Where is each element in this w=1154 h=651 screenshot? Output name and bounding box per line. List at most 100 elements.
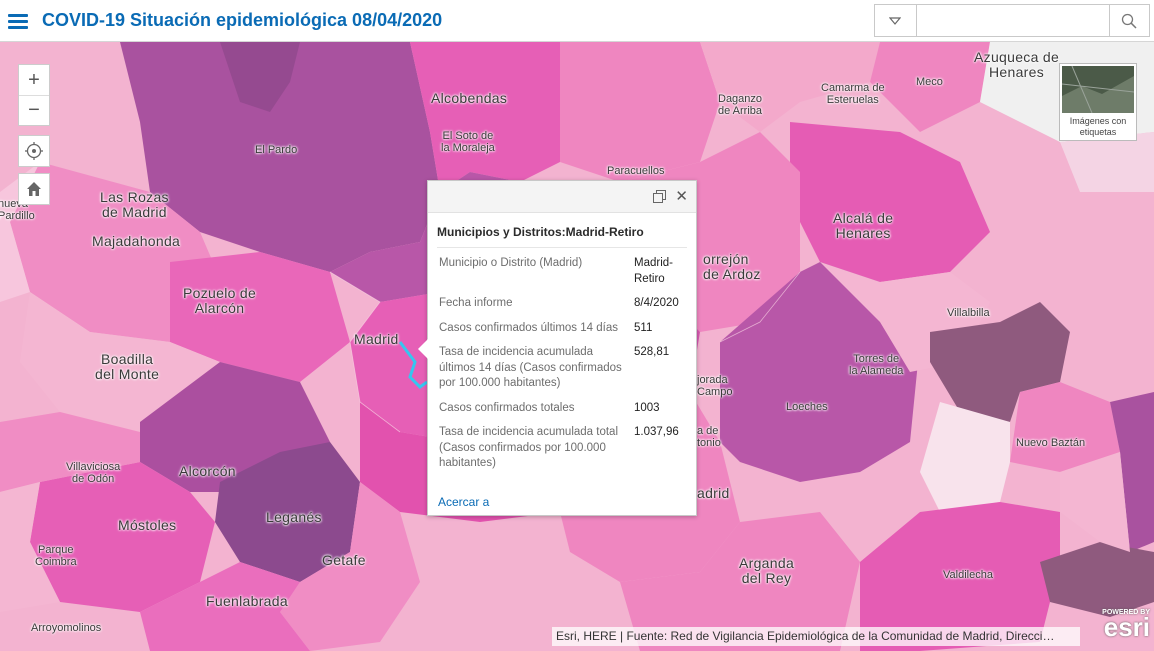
place-label: Las Rozas de Madrid	[100, 189, 169, 220]
region-valdilecha	[860, 502, 1060, 651]
region-el-pardo-top	[220, 42, 300, 112]
place-label: Valdilecha	[943, 569, 993, 581]
zoom-in-button[interactable]: +	[28, 68, 40, 91]
attribute-value: 511	[634, 321, 653, 334]
region-loeches	[720, 262, 920, 482]
place-label: Paracuellos	[607, 165, 665, 177]
zoom-out-button[interactable]: −	[19, 95, 49, 125]
esri-logo[interactable]: POWERED BY esri	[1088, 609, 1150, 645]
region-arganda	[620, 512, 860, 651]
place-label: Villaviciosa de Odón	[66, 461, 121, 485]
region-pale	[920, 402, 1010, 512]
search-source-dropdown[interactable]	[875, 5, 917, 36]
map-attribution[interactable]: Esri, HERE | Fuente: Red de Vigilancia E…	[552, 627, 1080, 646]
search-bar	[874, 4, 1150, 37]
place-label: Boadilla del Monte	[95, 351, 160, 382]
basemap-label: Imágenes con etiquetas	[1069, 116, 1127, 137]
place-label: Villalbilla	[947, 307, 990, 319]
popup-header: ✕	[428, 181, 696, 213]
crosshair-icon	[25, 142, 43, 160]
attribute-key: Casos confirmados totales	[439, 401, 575, 414]
region-pozuelo	[170, 252, 350, 382]
popup-title: Municipios y Distritos:Madrid-Retiro	[437, 225, 687, 248]
region-fuenlabrada	[140, 562, 310, 651]
region-nuevo-baztan	[1010, 382, 1120, 472]
region-mostoles	[30, 462, 215, 612]
attribute-value: 8/4/2020	[634, 297, 679, 310]
place-label: Majadahonda	[92, 233, 181, 249]
region-boadilla	[20, 292, 220, 432]
esri-wordmark: esri	[1103, 612, 1150, 642]
chevron-down-icon	[889, 16, 902, 25]
region-coimbra	[0, 482, 60, 612]
place-label: Móstoles	[118, 517, 177, 533]
region-el-pardo	[120, 42, 440, 272]
region-getafe	[280, 482, 420, 651]
retiro-selection-outline	[398, 341, 428, 389]
region-daganzo	[700, 42, 880, 132]
place-label: Camarma de Esteruelas	[821, 82, 885, 106]
region-villanueva	[0, 162, 40, 302]
region-meco	[870, 42, 990, 132]
region-east-purple	[1110, 392, 1154, 552]
home-icon	[27, 182, 41, 196]
table-row: Municipio o Distrito (Madrid) Madrid- Ret…	[437, 256, 689, 296]
page-title: COVID-19 Situación epidemiológica 08/04/…	[42, 10, 443, 30]
place-label: El Pardo	[255, 144, 298, 156]
place-label: Daganzo de Arriba	[718, 93, 763, 117]
place-label: jorada Campo	[697, 374, 733, 398]
table-row: Casos confirmados totales 1003	[437, 401, 689, 426]
place-label: Getafe	[322, 552, 366, 568]
basemap-toggle[interactable]: Imágenes con etiquetas	[1059, 63, 1137, 141]
attribute-key: Tasa de incidencia acumulada últimos 14 …	[439, 346, 622, 390]
place-label: Arroyomolinos	[31, 622, 102, 634]
attribute-value: 1.037,96	[634, 426, 679, 439]
region-villalbilla	[930, 302, 1070, 422]
search-button[interactable]	[1108, 5, 1149, 36]
attribute-value: 1003	[634, 401, 660, 414]
place-label: Alcalá de Henares	[833, 210, 894, 241]
region-se-dark	[1040, 542, 1154, 617]
attribute-value: Madrid- Retiro	[634, 257, 673, 285]
place-label: Azuqueca de Henares	[974, 49, 1060, 80]
place-label: Pozuelo de Alarcón	[183, 285, 257, 316]
place-label: Torres de la Alameda	[849, 353, 904, 377]
place-label: Leganés	[266, 509, 322, 525]
attribute-value: 528,81	[634, 346, 670, 359]
table-row: Fecha informe 8/4/2020	[437, 296, 689, 321]
attribute-key: Tasa de incidencia acumulada total (Caso…	[439, 426, 619, 470]
region-alcobendas	[410, 42, 560, 192]
place-label: Arganda del Rey	[739, 555, 795, 586]
hamburger-menu-icon[interactable]	[8, 11, 28, 31]
locate-button[interactable]	[18, 135, 50, 167]
place-label: Parque Coimbra	[35, 544, 77, 568]
place-label: Meco	[916, 76, 943, 88]
zoom-to-link[interactable]: Acercar a	[438, 495, 490, 509]
search-input[interactable]	[916, 5, 1109, 36]
place-label: adrid	[697, 485, 730, 501]
search-icon	[1122, 13, 1137, 29]
powered-by-text: POWERED BY	[1102, 609, 1150, 616]
home-button[interactable]	[18, 173, 50, 205]
place-label: Loeches	[786, 401, 828, 413]
region-san-sebastian	[560, 42, 720, 182]
place-label: Madrid	[354, 331, 399, 347]
zoom-control: + −	[18, 64, 50, 126]
region-villaviciosa	[0, 412, 140, 492]
basemap-thumbnail	[1062, 66, 1134, 113]
table-row: Casos confirmados últimos 14 días 511	[437, 321, 689, 346]
place-label: Alcorcón	[179, 463, 236, 479]
place-label: orrejón de Ardoz	[703, 251, 761, 282]
place-label: Nuevo Baztán	[1016, 437, 1086, 449]
feature-popup: ✕ Municipios y Distritos:Madrid-Retiro M…	[418, 180, 697, 516]
table-row: Tasa de incidencia acumulada total (Caso…	[437, 425, 689, 481]
region-alcala	[790, 122, 990, 282]
region-leganes	[215, 442, 360, 582]
maximize-icon[interactable]	[653, 190, 666, 203]
place-label: Alcobendas	[431, 90, 508, 106]
table-row: Tasa de incidencia acumulada últimos 14 …	[437, 345, 689, 401]
place-label: a de tonio	[697, 425, 721, 449]
attribute-table: Municipio o Distrito (Madrid) Madrid- Ret…	[437, 256, 689, 481]
close-icon[interactable]: ✕	[675, 188, 688, 205]
